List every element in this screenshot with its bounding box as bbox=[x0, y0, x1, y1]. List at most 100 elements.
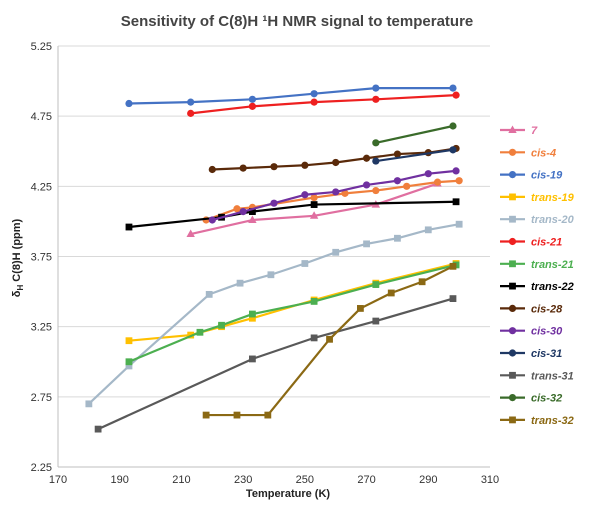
data-point bbox=[249, 355, 256, 363]
x-tick-label: 170 bbox=[49, 474, 67, 486]
plot-area bbox=[85, 84, 463, 433]
legend-item: trans-31 bbox=[500, 370, 574, 382]
legend-marker bbox=[508, 394, 517, 402]
data-point bbox=[125, 99, 133, 108]
legend-label: cis-28 bbox=[531, 303, 563, 315]
data-point bbox=[372, 139, 380, 147]
y-tick-label: 4.75 bbox=[31, 111, 52, 123]
data-point bbox=[418, 278, 426, 286]
data-point bbox=[372, 157, 380, 165]
y-tick-label: 4.25 bbox=[31, 181, 52, 193]
series-trans-19 bbox=[125, 260, 460, 345]
legend-label: trans-19 bbox=[531, 192, 575, 204]
x-tick-label: 190 bbox=[111, 474, 129, 486]
data-point bbox=[424, 226, 432, 234]
data-point bbox=[264, 411, 272, 419]
gridlines bbox=[58, 45, 490, 468]
data-point bbox=[301, 260, 309, 267]
data-point bbox=[202, 411, 210, 419]
legend-label: cis-19 bbox=[531, 170, 563, 182]
y-tick-label: 2.25 bbox=[31, 462, 52, 474]
y-axis-label: δH C(8)H (ppm) bbox=[11, 218, 25, 297]
series-cis-30 bbox=[208, 167, 460, 224]
legend-item: 7 bbox=[500, 125, 538, 137]
x-tick-label: 290 bbox=[419, 474, 437, 486]
data-point bbox=[449, 295, 457, 302]
y-tick-label: 5.25 bbox=[31, 41, 52, 53]
legend-item: cis-30 bbox=[500, 326, 563, 338]
data-point bbox=[196, 328, 204, 336]
data-point bbox=[393, 150, 402, 158]
data-point bbox=[449, 262, 457, 270]
data-point bbox=[270, 163, 278, 171]
data-point bbox=[372, 317, 380, 325]
legend-label: cis-4 bbox=[531, 147, 556, 159]
data-point bbox=[452, 91, 460, 99]
data-point bbox=[249, 314, 256, 322]
data-point bbox=[455, 220, 463, 228]
series-trans-21 bbox=[125, 261, 460, 366]
data-point bbox=[267, 271, 275, 279]
data-point bbox=[310, 298, 318, 305]
legend-label: cis-30 bbox=[531, 326, 563, 338]
data-point bbox=[233, 411, 241, 419]
data-point bbox=[270, 199, 278, 207]
y-axis-label-delta: δ bbox=[11, 290, 23, 297]
data-point bbox=[403, 182, 411, 190]
data-point bbox=[357, 305, 364, 312]
y-axis-label-sub: H bbox=[16, 285, 25, 291]
data-point bbox=[208, 216, 216, 224]
data-point bbox=[372, 84, 380, 92]
series-cis-32 bbox=[372, 122, 457, 147]
axes: 2.25 2.75 3.25 3.75 4.25 4.75 5.25 170 190 210 230… bbox=[31, 41, 500, 486]
data-point bbox=[248, 102, 256, 110]
data-point bbox=[433, 178, 442, 186]
x-tick-label: 310 bbox=[481, 474, 499, 486]
legend-label: trans-21 bbox=[531, 259, 574, 271]
legend-item: trans-20 bbox=[500, 214, 575, 226]
data-point bbox=[449, 146, 457, 154]
x-tick-label: 210 bbox=[172, 474, 190, 486]
legend-label: trans-22 bbox=[531, 281, 574, 293]
data-point bbox=[363, 240, 370, 248]
y-tick-label: 3.25 bbox=[31, 322, 52, 334]
legend-item: cis-21 bbox=[500, 237, 562, 249]
series-trans-31 bbox=[94, 295, 457, 433]
series-line bbox=[128, 200, 457, 229]
legend-label: trans-32 bbox=[531, 415, 574, 427]
x-tick-label: 250 bbox=[296, 474, 314, 486]
data-point bbox=[332, 188, 340, 196]
data-point bbox=[310, 201, 318, 208]
legend-label: 7 bbox=[531, 125, 538, 137]
data-point bbox=[326, 335, 333, 343]
data-point bbox=[125, 362, 133, 370]
series-cis-19 bbox=[125, 84, 457, 108]
legend-item: cis-19 bbox=[500, 170, 563, 182]
legend-label: trans-31 bbox=[531, 370, 574, 382]
series-line bbox=[212, 147, 457, 171]
x-tick-label: 230 bbox=[234, 474, 252, 486]
data-point bbox=[125, 223, 133, 231]
data-point bbox=[249, 208, 256, 215]
data-point bbox=[239, 164, 247, 172]
series-line bbox=[190, 182, 438, 236]
legend-marker bbox=[509, 282, 516, 290]
legend-marker bbox=[508, 171, 517, 179]
data-point bbox=[449, 122, 457, 130]
legend-label: trans-20 bbox=[531, 214, 575, 226]
legend-item: cis-4 bbox=[500, 147, 556, 159]
data-point bbox=[310, 98, 318, 106]
data-point bbox=[372, 186, 380, 195]
data-point bbox=[249, 310, 256, 318]
data-point bbox=[239, 207, 247, 216]
data-point bbox=[236, 279, 244, 287]
legend: 7 cis-4 cis-19 trans-19 trans-20 cis-21 trans-… bbox=[500, 125, 575, 427]
data-point bbox=[310, 90, 318, 98]
series-cis-4 bbox=[202, 177, 463, 224]
series-trans-32 bbox=[202, 262, 457, 419]
series-line bbox=[190, 94, 457, 115]
x-tick-label: 270 bbox=[357, 474, 375, 486]
legend-label: cis-31 bbox=[531, 348, 562, 360]
data-point bbox=[205, 290, 213, 298]
